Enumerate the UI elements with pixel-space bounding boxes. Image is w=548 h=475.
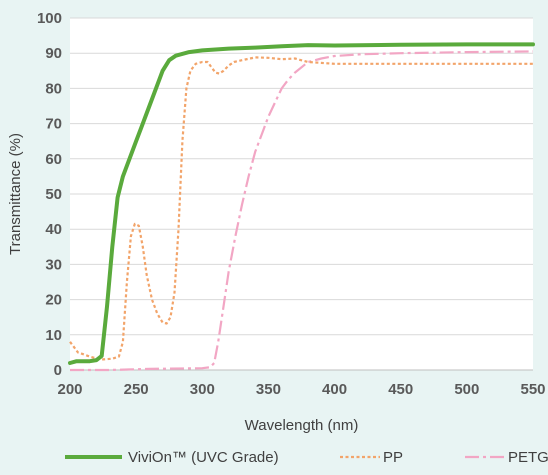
y-tick-label: 100 [37, 10, 62, 27]
gridlines [70, 17, 533, 371]
x-tick-label: 500 [454, 381, 479, 398]
legend-label: PETG [508, 449, 548, 466]
series-line-pp [69, 56, 533, 361]
series-line-vivion-uvc-grade [68, 42, 535, 365]
y-tick-label: 50 [45, 186, 62, 203]
x-tick-label: 350 [256, 381, 281, 398]
y-axis-ticks: 0 10 20 30 40 50 60 70 80 90 100 [37, 10, 62, 379]
x-tick-label: 200 [57, 381, 82, 398]
series-lines [68, 42, 535, 372]
x-axis-ticks: 200 250 300 350 400 450 500 550 [57, 381, 545, 398]
y-tick-label: 10 [45, 327, 62, 344]
y-tick-label: 70 [45, 116, 62, 133]
y-tick-label: 30 [45, 256, 62, 273]
y-tick-label: 0 [54, 362, 62, 379]
x-tick-label: 250 [124, 381, 149, 398]
y-axis-title: Transmittance (%) [7, 133, 24, 255]
legend: ViviOn™ (UVC Grade) PP PETG [65, 449, 548, 466]
x-axis-title: Wavelength (nm) [245, 417, 359, 434]
legend-label: PP [383, 449, 403, 466]
y-tick-label: 40 [45, 221, 62, 238]
series-line-petg [70, 50, 534, 372]
x-tick-label: 550 [520, 381, 545, 398]
x-tick-label: 300 [190, 381, 215, 398]
x-tick-label: 400 [322, 381, 347, 398]
y-tick-label: 60 [45, 151, 62, 168]
y-tick-label: 80 [45, 80, 62, 97]
y-tick-label: 90 [45, 45, 62, 62]
x-tick-label: 450 [388, 381, 413, 398]
legend-label: ViviOn™ (UVC Grade) [128, 449, 279, 466]
y-tick-label: 20 [45, 292, 62, 309]
